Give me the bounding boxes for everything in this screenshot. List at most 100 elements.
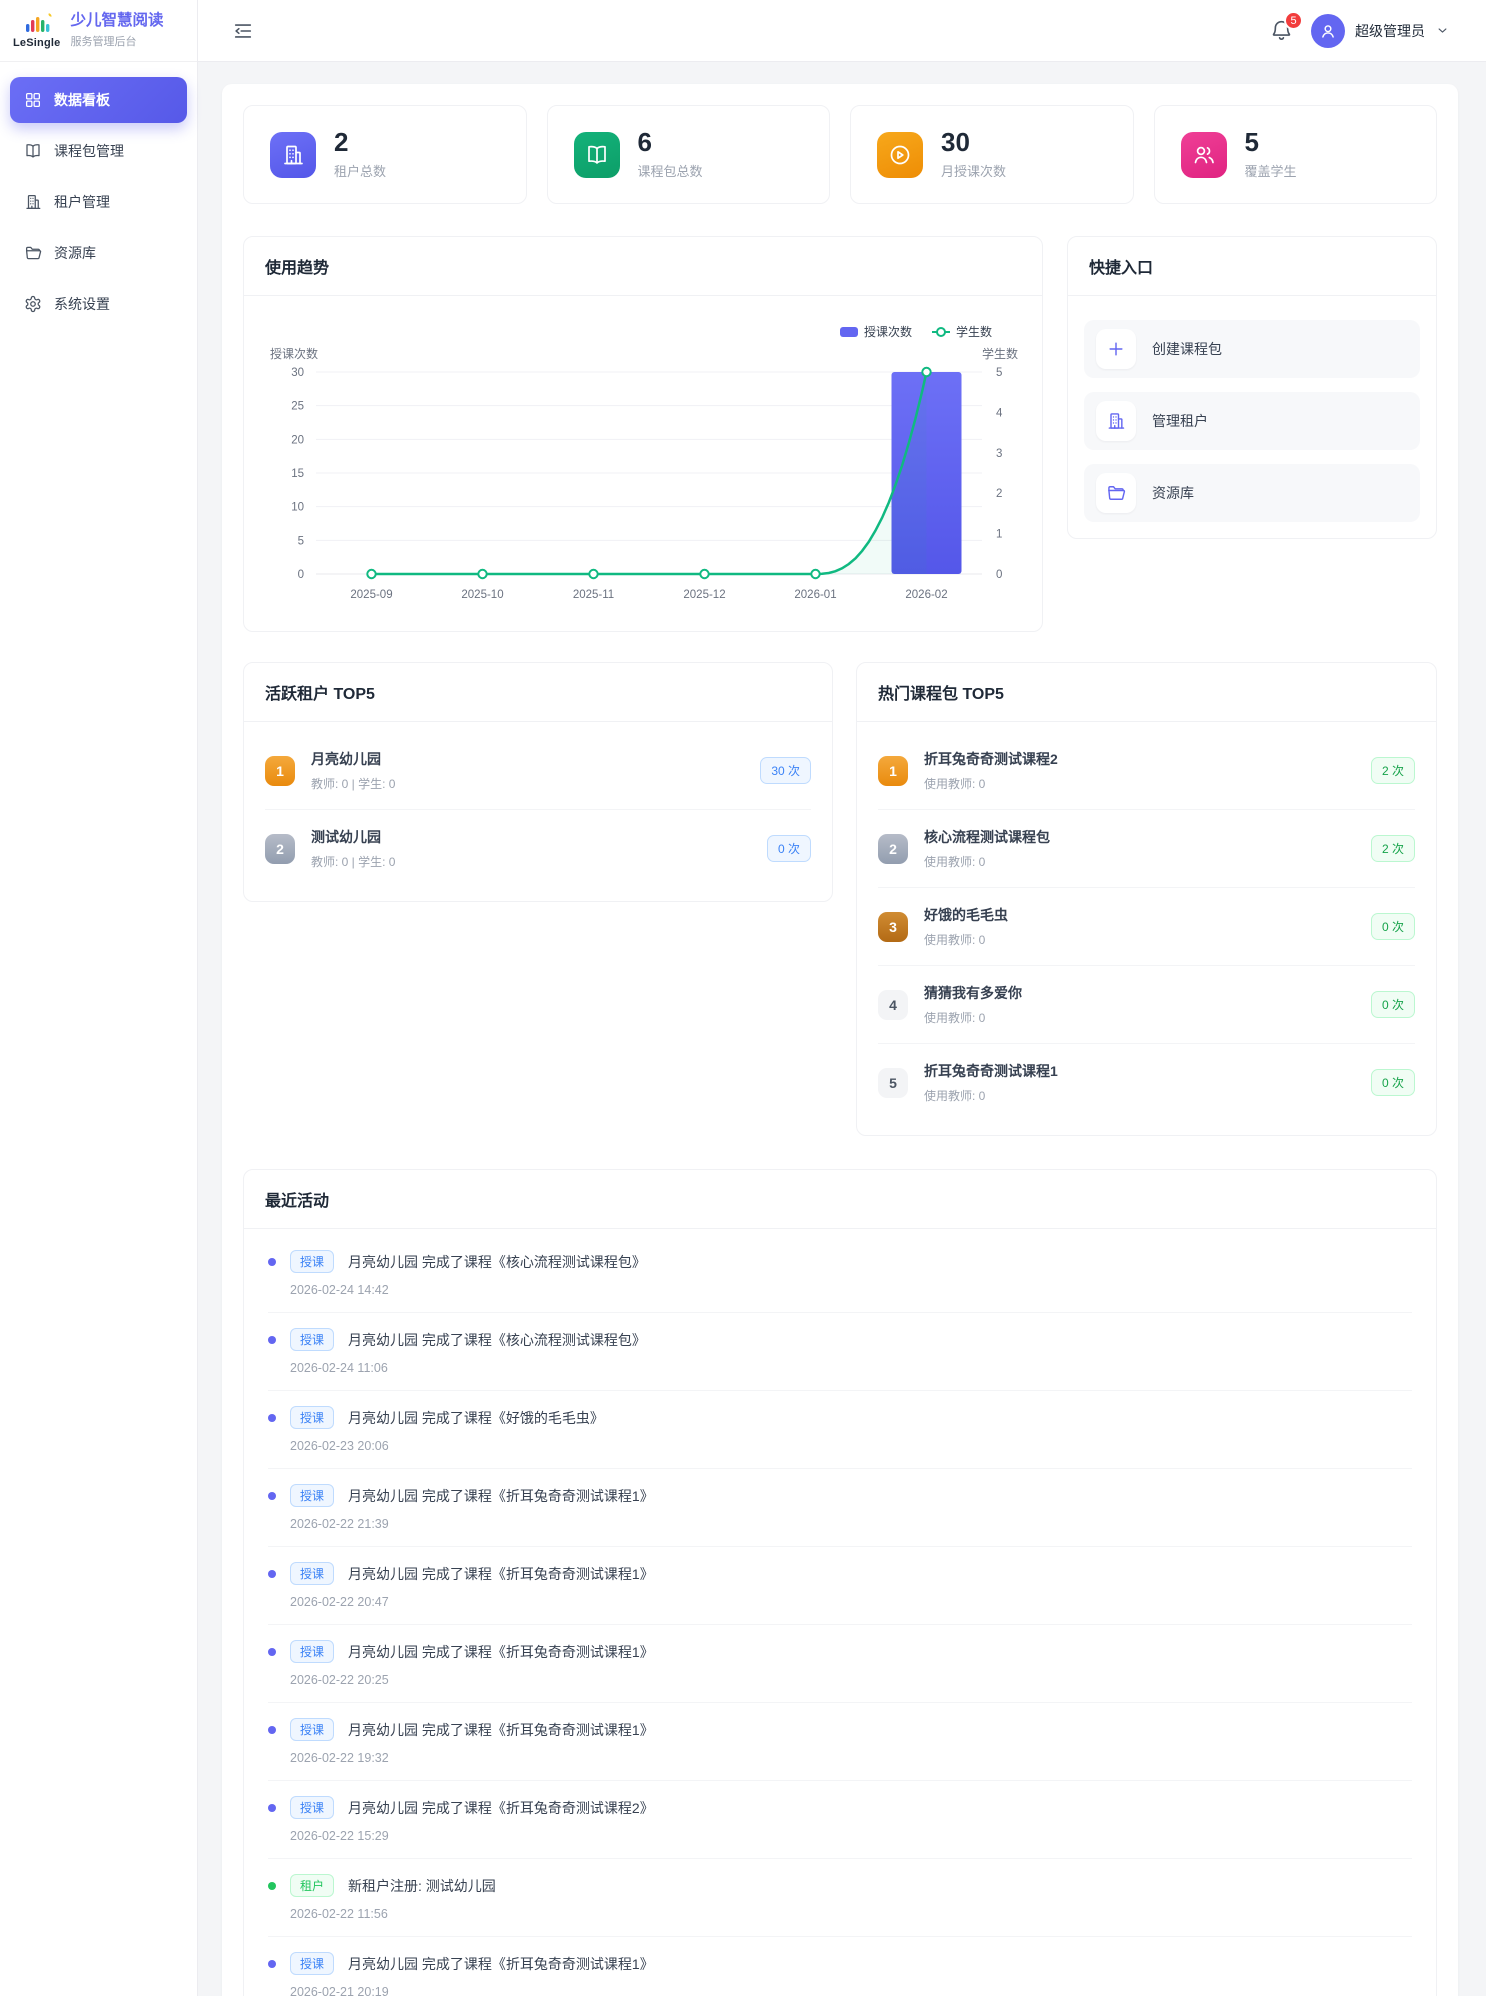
sidebar-item-course-packages[interactable]: 课程包管理 [10,128,187,174]
sidebar-item-label: 数据看板 [54,92,110,108]
usage-trend-title: 使用趋势 [244,237,1042,297]
active-tenants-title: 活跃租户 TOP5 [244,663,832,723]
activity-item: 授课 月亮幼儿园 完成了课程《折耳兔奇奇测试课程1》 2026-02-21 20:1… [268,1937,1412,1996]
svg-text:授课次数: 授课次数 [864,324,912,339]
stat-value: 2 [334,127,349,157]
sidebar-item-label: 课程包管理 [54,143,124,159]
user-menu[interactable]: 超级管理员 [1311,13,1450,48]
activity-text: 月亮幼儿园 完成了课程《折耳兔奇奇测试课程1》 [348,1721,654,1738]
usage-trend-card: 使用趋势 0 5 10 15 20 25 30 0 1 2 3 4 5 授课次数 学生数 2025-09 202… [243,236,1043,633]
stat-card-2: 30 月授课次数 [850,105,1134,205]
sidebar-item-label: 资源库 [54,245,96,261]
notification-bell-icon[interactable]: 5 [1270,11,1303,42]
activity-dot [268,1959,276,1968]
book-icon [24,142,42,160]
item-meta: 教师: 0 | 学生: 0 [311,855,396,870]
sidebar-collapse-icon[interactable] [232,20,254,42]
svg-text:2025-11: 2025-11 [573,589,614,601]
activity-time: 2026-02-23 20:06 [290,1439,389,1454]
top-list-row: 4 猜猜我有多爱你 使用教师: 0 0 次 [878,966,1415,1045]
user-name: 超级管理员 [1355,22,1425,39]
activity-text: 新租户注册: 测试幼儿园 [348,1877,496,1894]
item-name: 核心流程测试课程包 [924,829,1050,846]
activity-dot [268,1569,276,1578]
activity-dot [268,1257,276,1266]
stat-card-1: 6 课程包总数 [546,105,830,205]
stat-card-3: 5 覆盖学生 [1153,105,1437,205]
sidebar-nav: 数据看板课程包管理租户管理资源库系统设置 [0,62,197,347]
activity-item: 授课 月亮幼儿园 完成了课程《折耳兔奇奇测试课程1》 2026-02-22 21:3… [268,1469,1412,1548]
count-badge: 0 次 [1370,991,1415,1019]
top-list-row: 1 折耳兔奇奇测试课程2 使用教师: 0 2 次 [878,732,1415,811]
activity-type-badge: 授课 [290,1952,335,1976]
folder-icon [24,244,42,262]
count-badge: 0 次 [1370,913,1415,941]
stat-label: 月授课次数 [941,164,1007,180]
sidebar-item-dashboard[interactable]: 数据看板 [10,77,187,123]
svg-text:2025-12: 2025-12 [683,589,725,601]
item-name: 好饿的毛毛虫 [924,907,1008,924]
item-name: 测试幼儿园 [311,829,381,846]
rank-badge: 3 [878,911,908,942]
quick-entry-label: 资源库 [1152,485,1194,502]
usage-trend-chart: 0 5 10 15 20 25 30 0 1 2 3 4 5 授课次数 学生数 2025-09 2025-10 2… [244,296,1042,616]
plus-icon [1096,329,1136,370]
activity-item: 授课 月亮幼儿园 完成了课程《折耳兔奇奇测试课程1》 2026-02-22 19:3… [268,1703,1412,1782]
activity-item: 授课 月亮幼儿园 完成了课程《折耳兔奇奇测试课程1》 2026-02-22 20:4… [268,1547,1412,1626]
building-icon [24,193,42,211]
sidebar-item-label: 系统设置 [54,296,110,312]
quick-entry-manage-tenants[interactable]: 管理租户 [1084,392,1420,451]
quick-entry-create-course-package[interactable]: 创建课程包 [1084,320,1420,379]
count-badge: 2 次 [1370,757,1415,785]
active-tenants-list: 1 月亮幼儿园 教师: 0 | 学生: 0 30 次 2 测试幼儿园 教师: 0 | 学生:… [244,722,832,901]
logo-text: LeSingle [13,37,61,49]
user-icon [1318,21,1338,41]
activity-dot [268,1491,276,1500]
activity-text: 月亮幼儿园 完成了课程《折耳兔奇奇测试课程1》 [348,1955,654,1972]
item-meta: 使用教师: 0 [924,1089,986,1104]
recent-activity-card: 最近活动 授课 月亮幼儿园 完成了课程《核心流程测试课程包》 2026-02-24 … [243,1169,1437,1996]
item-name: 月亮幼儿园 [311,751,381,768]
svg-text:0: 0 [298,569,304,581]
activity-dot [268,1413,276,1422]
activity-time: 2026-02-24 11:06 [290,1361,388,1376]
logo-bars-icon [25,13,52,32]
svg-text:学生数: 学生数 [982,346,1018,361]
quick-entry-label: 管理租户 [1152,413,1208,430]
activity-text: 月亮幼儿园 完成了课程《折耳兔奇奇测试课程1》 [348,1643,654,1660]
item-meta: 使用教师: 0 [924,1011,986,1026]
svg-text:5: 5 [996,367,1002,379]
hot-courses-card: 热门课程包 TOP5 1 折耳兔奇奇测试课程2 使用教师: 0 2 次 2 核心流程测试课… [856,662,1437,1137]
activity-text: 月亮幼儿园 完成了课程《核心流程测试课程包》 [348,1253,646,1270]
svg-text:20: 20 [291,435,304,447]
quick-entry-resource-library[interactable]: 资源库 [1084,464,1420,523]
count-badge: 0 次 [766,835,811,863]
sidebar-item-resources[interactable]: 资源库 [10,230,187,276]
sidebar-item-tenants[interactable]: 租户管理 [10,179,187,225]
activity-time: 2026-02-22 21:39 [290,1517,389,1532]
top-list-row: 2 测试幼儿园教师: 0 | 学生: 0 0 次 [265,810,811,887]
rank-badge: 2 [878,833,908,864]
gear-icon [24,295,42,313]
activity-type-badge: 授课 [290,1328,335,1352]
activity-type-badge: 授课 [290,1406,335,1430]
activity-type-badge: 租户 [290,1874,335,1898]
sidebar-item-settings[interactable]: 系统设置 [10,281,187,327]
svg-text:2026-01: 2026-01 [794,589,836,601]
rank-badge: 2 [265,833,295,864]
item-meta: 教师: 0 | 学生: 0 [311,777,396,792]
top-list-row: 3 好饿的毛毛虫 使用教师: 0 0 次 [878,888,1415,967]
hot-courses-title: 热门课程包 TOP5 [857,663,1436,723]
stat-card-0: 2 租户总数 [243,105,527,205]
sidebar: LeSingle 少儿智慧阅读 服务管理后台 数据看板 课程包管理 租户管理 资源库系… [0,0,198,1996]
count-badge: 0 次 [1370,1069,1415,1097]
stats-row: 2 租户总数 6 课程包总数 30 月授课次数 5 覆盖学生 [243,105,1437,205]
notification-badge: 5 [1284,11,1303,30]
recent-activity-title: 最近活动 [244,1170,1436,1230]
rank-badge: 1 [265,755,295,786]
item-name: 折耳兔奇奇测试课程1 [924,1063,1058,1080]
quick-entry-list: 创建课程包管理租户资源库 [1068,296,1436,538]
activity-text: 月亮幼儿园 完成了课程《折耳兔奇奇测试课程1》 [348,1487,654,1504]
activity-type-badge: 授课 [290,1640,335,1664]
